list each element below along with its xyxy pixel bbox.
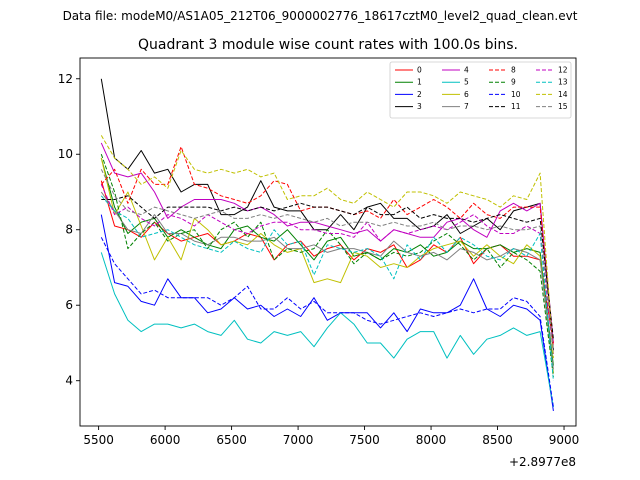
series-8-line	[100, 146, 554, 347]
legend-label-0: 0	[417, 66, 422, 75]
legend-label-6: 6	[464, 90, 469, 99]
x-axis-offset-label: +2.8977e8	[509, 455, 576, 469]
legend-label-2: 2	[417, 90, 422, 99]
x-tick-label: 6500	[216, 433, 247, 447]
series-0-line	[100, 180, 554, 344]
series-6-line	[100, 157, 554, 374]
legend-label-10: 10	[511, 90, 521, 99]
legend-box	[389, 61, 572, 119]
legend-label-11: 11	[511, 102, 521, 111]
series-14-line	[100, 135, 554, 359]
x-tick-label: 9000	[549, 433, 580, 447]
legend-label-9: 9	[511, 78, 516, 87]
series-15-line	[100, 169, 554, 351]
legend-label-14: 14	[558, 90, 568, 99]
chart-suptitle: Data file: modeM0/AS1A05_212T06_90000027…	[63, 9, 578, 23]
series-4-line	[100, 142, 554, 344]
legend-label-8: 8	[511, 66, 516, 75]
series-5-line	[100, 252, 554, 408]
x-tick-label: 8500	[482, 433, 513, 447]
legend-label-1: 1	[417, 78, 422, 87]
y-tick-label: 8	[65, 223, 73, 237]
legend-label-5: 5	[464, 78, 469, 87]
series-9-line	[100, 154, 554, 377]
y-tick-label: 4	[65, 374, 73, 388]
x-tick-label: 8000	[416, 433, 447, 447]
legend-label-7: 7	[464, 102, 469, 111]
legend-label-3: 3	[417, 102, 422, 111]
legend-label-12: 12	[558, 66, 568, 75]
y-tick-label: 6	[65, 298, 73, 312]
series-13-line	[100, 195, 554, 381]
series-11-line	[101, 195, 554, 340]
x-tick-label: 7000	[283, 433, 314, 447]
series-7-line	[100, 191, 554, 370]
legend-label-15: 15	[558, 102, 568, 111]
series-10-line	[100, 237, 554, 408]
series-12-line	[100, 184, 554, 355]
legend-label-13: 13	[558, 78, 568, 87]
y-tick-label: 10	[58, 147, 73, 161]
x-tick-label: 6000	[150, 433, 181, 447]
plot-frame	[79, 57, 577, 427]
x-tick-label: 5500	[83, 433, 114, 447]
chart-title: Quadrant 3 module wise count rates with …	[138, 37, 518, 53]
series-layer	[100, 78, 554, 411]
series-1-line	[100, 157, 554, 366]
legend-label-4: 4	[464, 66, 469, 75]
y-tick-label: 12	[58, 72, 73, 86]
x-tick-label: 7500	[349, 433, 380, 447]
series-2-line	[100, 214, 554, 411]
